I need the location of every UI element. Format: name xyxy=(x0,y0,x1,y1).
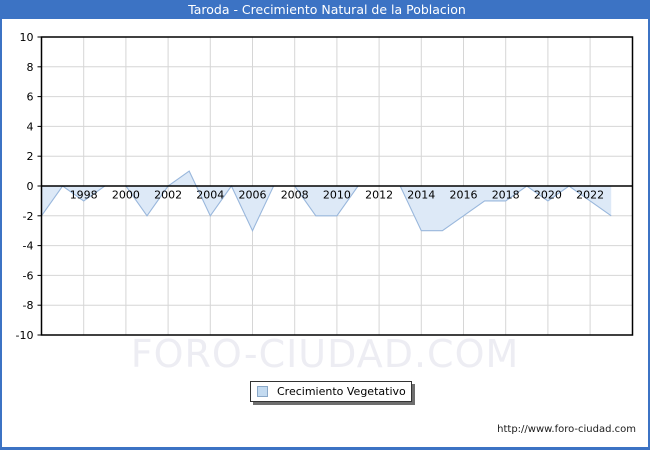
y-tick-label: 0 xyxy=(27,180,34,193)
x-tick-label: 2012 xyxy=(365,189,393,202)
legend-label: Crecimiento Vegetativo xyxy=(277,385,406,398)
y-tick-label: 10 xyxy=(20,31,34,44)
chart-title: Taroda - Crecimiento Natural de la Pobla… xyxy=(188,2,466,17)
y-tick-label: -4 xyxy=(23,240,34,253)
x-tick-label: 2006 xyxy=(239,189,267,202)
x-tick-label: 1998 xyxy=(70,189,98,202)
y-tick-label: 8 xyxy=(27,61,34,74)
x-tick-label: 2022 xyxy=(576,189,604,202)
y-tick-label: 4 xyxy=(27,120,34,133)
x-tick-label: 2008 xyxy=(281,189,309,202)
series-line xyxy=(41,170,612,232)
x-tick-label: 2014 xyxy=(407,189,435,202)
watermark: FORO-CIUDAD.COM xyxy=(130,332,520,376)
legend-swatch-icon xyxy=(257,386,268,397)
x-tick-label: 2016 xyxy=(450,189,478,202)
y-tick-label: -2 xyxy=(23,210,34,223)
y-tick-label: 6 xyxy=(27,91,34,104)
title-bar: Taroda - Crecimiento Natural de la Pobla… xyxy=(2,0,648,19)
x-tick-label: 2000 xyxy=(112,189,140,202)
x-tick-label: 2004 xyxy=(196,189,224,202)
plot-border xyxy=(40,36,634,336)
x-tick-label: 2018 xyxy=(492,189,520,202)
y-tick-label: 2 xyxy=(27,150,34,163)
x-tick-label: 2002 xyxy=(154,189,182,202)
x-tick-label: 2010 xyxy=(323,189,351,202)
y-tick-label: -10 xyxy=(16,329,34,342)
legend[interactable]: Crecimiento Vegetativo xyxy=(250,381,412,402)
x-tick-label: 2020 xyxy=(534,189,562,202)
footer-url[interactable]: http://www.foro-ciudad.com xyxy=(497,424,636,435)
y-tick-label: -8 xyxy=(23,299,34,312)
y-tick-label: -6 xyxy=(23,269,34,282)
